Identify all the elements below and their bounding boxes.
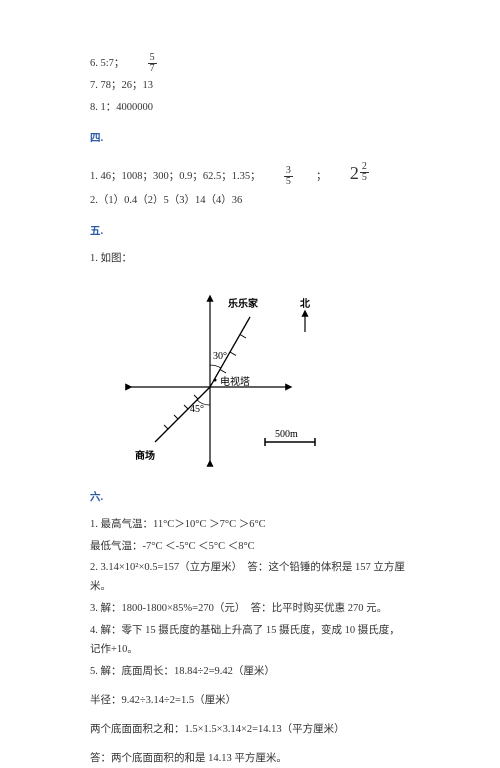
s6-line-2: 最低气温：-7°C ＜-5°C ＜5°C ＜8°C (90, 538, 410, 557)
text: 6. 5:7； (90, 58, 124, 69)
label-tower: 电视塔 (220, 375, 250, 388)
s6-line-4: 3. 解：1800-1800×85%=270（元） 答：比平时购买优惠 270 … (90, 600, 410, 619)
angle-30: 30° (213, 351, 227, 362)
fraction-3-5: 3 5 (284, 166, 293, 187)
label-north: 北 (300, 297, 310, 310)
mixed-2-2-5: 2 2 5 (350, 157, 369, 189)
line-7: 7. 78；26；13 (90, 77, 410, 96)
section-5-head: 五. (90, 223, 410, 242)
s5-line-1: 1. 如图： (90, 250, 410, 269)
section-4-head: 四. (90, 130, 410, 149)
label-mall: 商场 (135, 449, 155, 462)
s6-line-7: 半径：9.42÷3.14÷2=1.5（厘米） (90, 692, 410, 711)
s6-line-5: 4. 解：零下 15 摄氏度的基础上升高了 15 摄氏度，变成 10 摄氏度，记… (90, 622, 410, 660)
s6-line-8: 两个底面面积之和：1.5×1.5×3.14×2=14.13（平方厘米） (90, 721, 410, 740)
label-lele: 乐乐家 (228, 297, 259, 310)
label-scale: 500m (275, 429, 298, 440)
s6-line-9: 答：两个底面面积的和是 14.13 平方厘米。 (90, 750, 410, 768)
s6-line-6: 5. 解：底面周长：18.84÷2=9.42（厘米） (90, 663, 410, 682)
s4-line-2: 2.（1）0.4（2）5（3）14（4）36 (90, 192, 410, 211)
line-6: 6. 5:7； 5 7 (90, 53, 410, 74)
fraction-5-7: 5 7 (148, 53, 157, 74)
s6-line-3: 2. 3.14×10²×0.5=157（立方厘米） 答：这个铅锤的体积是 157… (90, 559, 410, 597)
text: ； (316, 171, 327, 182)
s6-line-1: 1. 最高气温：11°C＞10°C ＞7°C ＞6°C (90, 516, 410, 535)
section-6-head: 六. (90, 489, 410, 508)
text: 1. 46；1008；300；0.9；62.5；1.35； (90, 171, 261, 182)
diagram: 30° 45° 乐乐家 北 电视塔 商场 500m (120, 277, 330, 477)
angle-45: 45° (190, 404, 204, 415)
s4-line-1: 1. 46；1008；300；0.9；62.5；1.35； 3 5 ； 2 2 … (90, 157, 410, 189)
line-8: 8. 1：4000000 (90, 99, 410, 118)
